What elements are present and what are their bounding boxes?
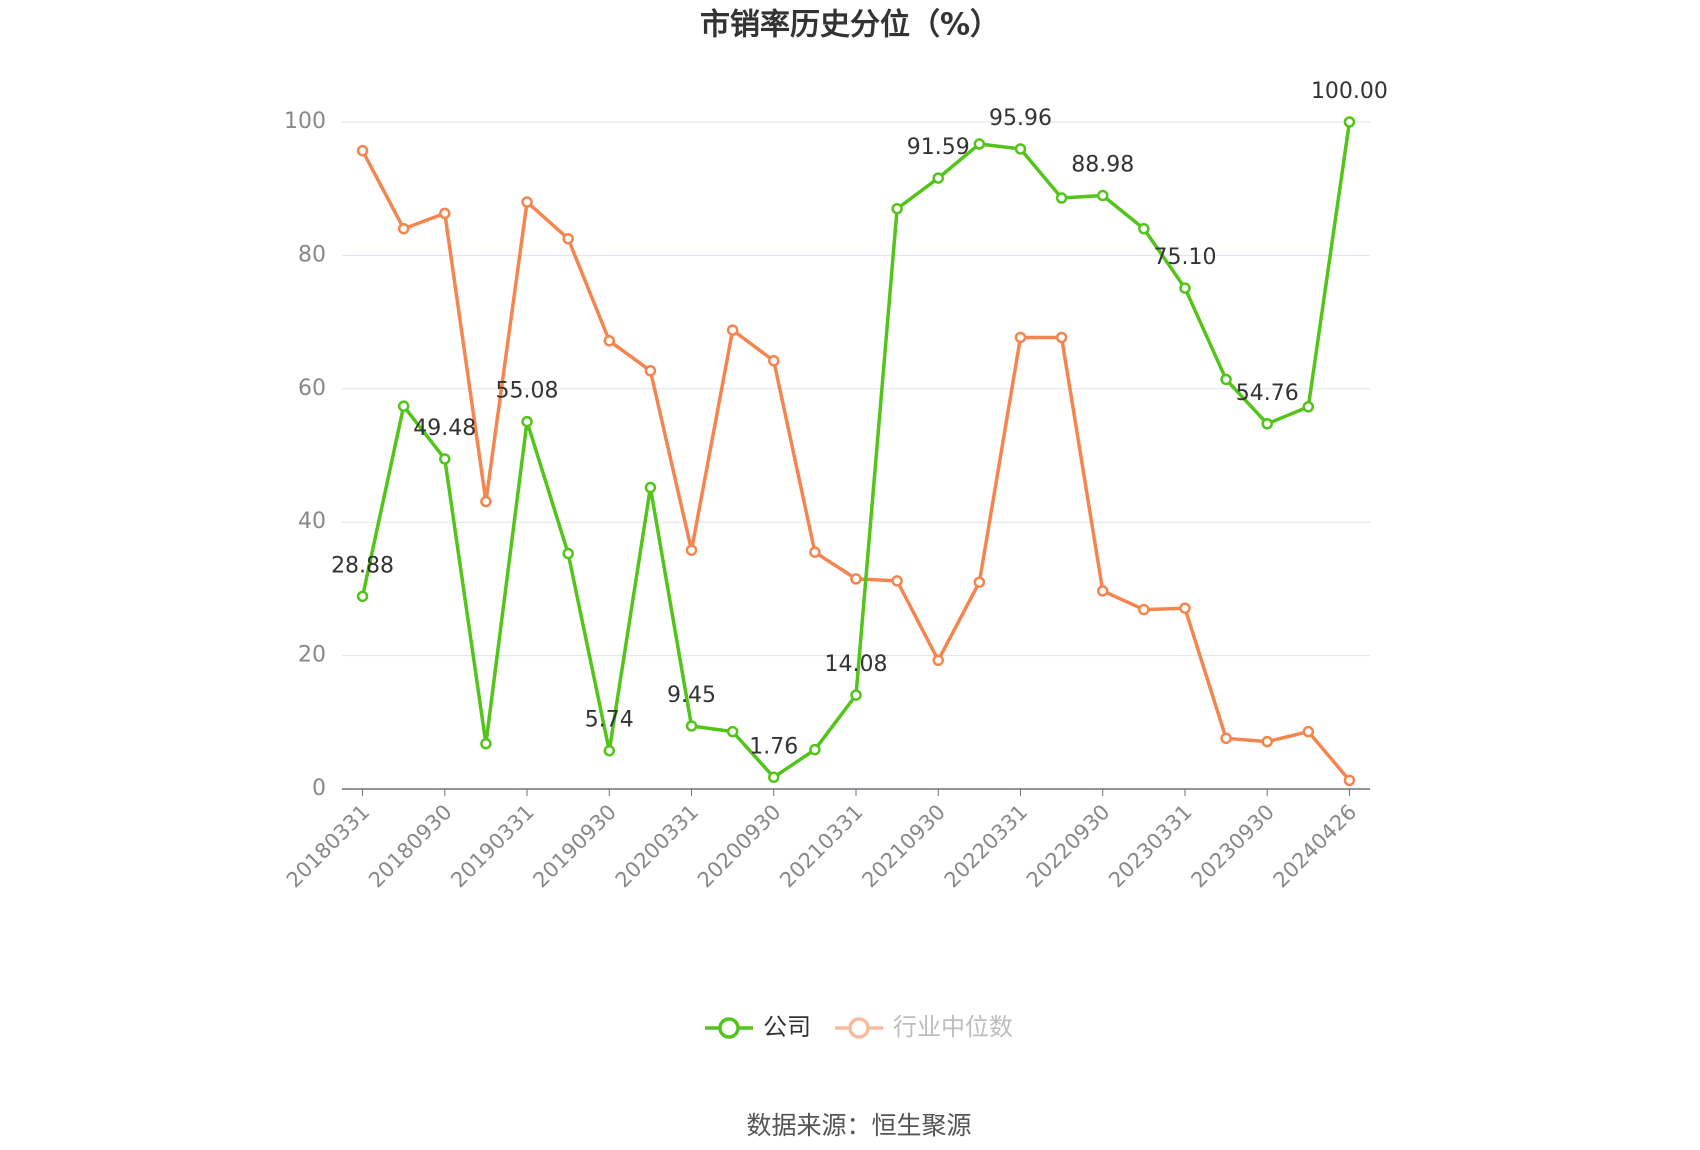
data-label: 9.45 <box>667 683 716 708</box>
data-point <box>1179 602 1191 614</box>
data-point <box>603 335 616 347</box>
legend-marker <box>848 1017 870 1039</box>
data-point <box>1096 585 1109 597</box>
x-tick-label: 20210930 <box>857 800 950 893</box>
data-label: 75.10 <box>1153 245 1216 270</box>
legend-label: 公司 <box>763 1013 811 1041</box>
series-line <box>360 121 1352 780</box>
x-tick-label: 20200930 <box>693 800 786 893</box>
data-point <box>973 138 986 150</box>
data-point <box>1220 732 1232 745</box>
data-point <box>850 689 862 701</box>
y-tick-label: 100 <box>284 109 326 134</box>
data-point <box>480 737 492 750</box>
data-label: 1.76 <box>749 734 798 759</box>
x-tick-label: 20220331 <box>940 800 1033 893</box>
data-point <box>809 743 821 756</box>
data-point <box>1302 401 1315 413</box>
data-label: 95.96 <box>989 106 1052 131</box>
data-point <box>1055 192 1068 204</box>
data-point <box>644 365 657 377</box>
source-note: 数据来源：恒生聚源 <box>746 1111 971 1140</box>
data-point <box>685 544 698 556</box>
data-label: 88.98 <box>1071 153 1134 178</box>
data-point <box>397 222 410 235</box>
data-point <box>809 546 821 558</box>
data-point <box>1179 282 1191 294</box>
y-tick-label: 60 <box>298 376 326 401</box>
x-tick-label: 20210331 <box>775 800 868 893</box>
data-point <box>439 453 451 465</box>
data-label: 55.08 <box>496 379 559 404</box>
chart-title: 市销率历史分位（%） <box>700 8 1000 43</box>
data-point <box>480 495 492 508</box>
data-point <box>1261 735 1273 748</box>
y-tick-label: 80 <box>298 242 326 267</box>
x-tick-label: 20240426 <box>1269 800 1362 893</box>
data-point <box>850 573 862 585</box>
y-tick-label: 0 <box>312 776 326 801</box>
legend-item: 行业中位数 <box>835 1013 1013 1041</box>
series: 28.88 49.48 55.08 5.74 9.45 1.76 14.08 91.59 95.… <box>331 79 1388 784</box>
x-tick-label: 20190331 <box>446 800 539 893</box>
data-point <box>1055 331 1068 344</box>
data-point <box>1220 373 1232 386</box>
data-point <box>1261 418 1273 430</box>
x-tick-label: 20180930 <box>364 800 457 893</box>
y-tick-label: 40 <box>298 509 326 534</box>
data-label: 100.00 <box>1311 79 1388 104</box>
data-point <box>644 481 657 494</box>
data-label: 91.59 <box>907 135 970 160</box>
data-point <box>932 172 944 184</box>
data-label: 28.88 <box>331 553 394 578</box>
data-point <box>1138 222 1150 235</box>
data-point <box>726 725 739 738</box>
data-point <box>562 232 574 245</box>
data-point <box>768 771 780 784</box>
data-label: 14.08 <box>825 652 888 677</box>
x-tick-label: 20200331 <box>611 800 704 893</box>
data-point <box>397 400 410 412</box>
data-label: 54.76 <box>1236 381 1299 406</box>
data-point <box>603 744 616 757</box>
data-point <box>891 575 903 587</box>
data-point <box>1343 774 1356 787</box>
x-tick-label: 20180331 <box>282 800 375 893</box>
data-point <box>356 144 369 157</box>
data-point <box>521 196 533 208</box>
x-tick-label: 20190930 <box>529 800 622 893</box>
x-tick-label: 20230930 <box>1186 800 1279 893</box>
data-point <box>1014 143 1027 155</box>
legend-marker <box>718 1017 740 1039</box>
series <box>356 144 1356 787</box>
data-point <box>891 202 903 215</box>
data-point <box>973 576 986 588</box>
legend-item: 公司 <box>705 1013 811 1041</box>
y-tick-label: 20 <box>298 643 326 668</box>
data-point <box>1014 331 1027 344</box>
data-point <box>521 415 533 428</box>
data-point <box>356 590 369 603</box>
data-label: 49.48 <box>413 416 476 441</box>
data-point <box>1343 116 1356 128</box>
legend-label: 行业中位数 <box>893 1013 1013 1041</box>
data-point <box>726 324 739 336</box>
data-point <box>562 547 574 560</box>
data-point <box>1302 725 1315 738</box>
x-tick-label: 20230331 <box>1104 800 1197 893</box>
data-label: 5.74 <box>585 708 634 733</box>
data-point <box>932 654 944 667</box>
data-point <box>1096 189 1109 202</box>
data-point <box>768 355 780 367</box>
data-point <box>1138 603 1150 616</box>
data-point <box>439 207 451 220</box>
x-tick-label: 20220930 <box>1022 800 1115 893</box>
data-point <box>685 720 698 732</box>
